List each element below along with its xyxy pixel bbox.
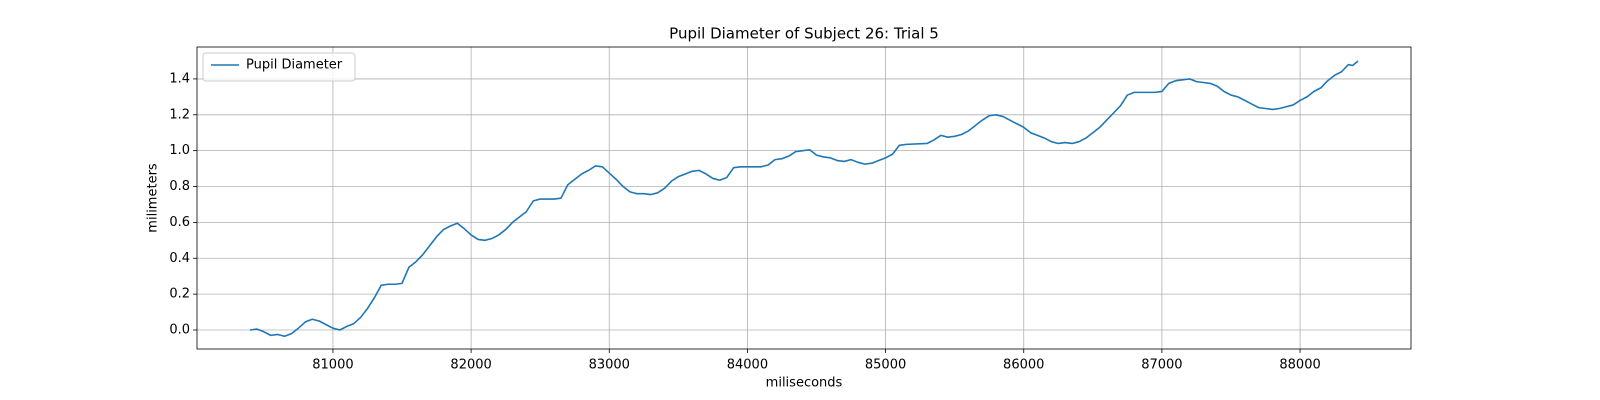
y-tick-label: 0.6: [169, 215, 190, 230]
plot-frame: [196, 46, 1412, 350]
x-axis-label: miliseconds: [766, 376, 843, 391]
y-tick-label: 1.4: [169, 71, 190, 86]
y-tick-label: 0.2: [169, 287, 190, 302]
x-tick-label: 85000: [865, 358, 906, 373]
y-tick-label: 0.0: [169, 322, 190, 337]
y-axis-label: milimeters: [146, 163, 161, 233]
x-tick-label: 84000: [727, 358, 768, 373]
legend-box: [202, 52, 356, 82]
y-tick-label: 0.4: [169, 251, 190, 266]
x-tick-label: 81000: [312, 358, 353, 373]
chart-title: Pupil Diameter of Subject 26: Trial 5: [669, 25, 939, 43]
x-tick-label: 88000: [1279, 358, 1320, 373]
legend-label: Pupil Diameter: [246, 58, 343, 73]
x-tick-label: 87000: [1141, 358, 1182, 373]
y-tick-label: 0.8: [169, 179, 190, 194]
data-line: [249, 60, 1359, 338]
x-tick-label: 86000: [1003, 358, 1044, 373]
x-tick-label: 82000: [450, 358, 491, 373]
y-tick-label: 1.0: [169, 143, 190, 158]
y-tick-label: 1.2: [169, 107, 190, 122]
x-tick-label: 83000: [589, 358, 630, 373]
